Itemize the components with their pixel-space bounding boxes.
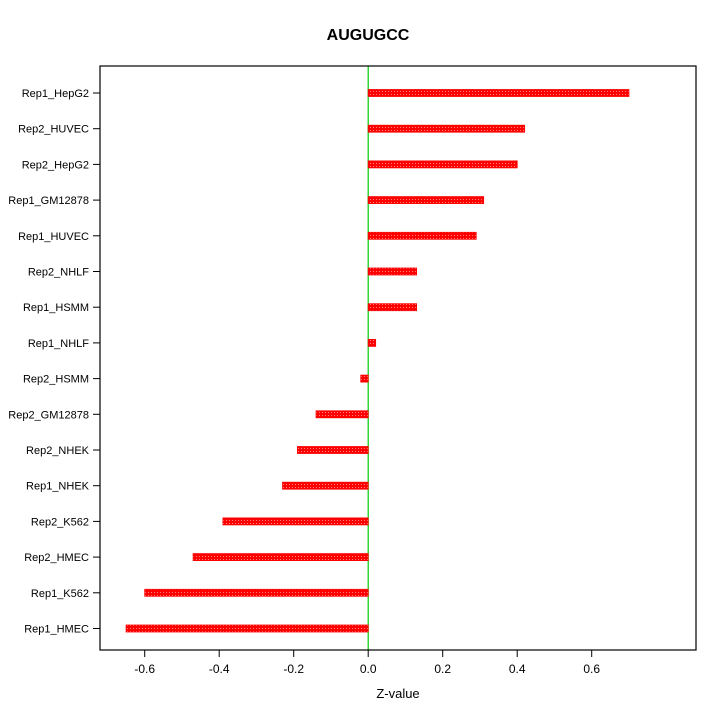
- chart-bar: [367, 124, 526, 133]
- chart-bar: [367, 267, 418, 276]
- y-tick-label: Rep2_NHLF: [28, 267, 89, 279]
- chart-bar: [367, 196, 485, 205]
- y-tick-label: Rep1_GM12878: [8, 195, 89, 207]
- y-tick-label: Rep1_HSMM: [23, 302, 89, 314]
- y-tick-label: Rep2_NHEK: [26, 445, 90, 457]
- x-tick-label: 0.6: [583, 662, 600, 676]
- x-tick-label: 0.2: [434, 662, 451, 676]
- chart-bar: [360, 374, 369, 383]
- chart-bar: [222, 517, 369, 526]
- chart-bar: [367, 338, 377, 347]
- x-tick-label: -0.6: [134, 662, 155, 676]
- plot-area: Rep1_HepG2 Rep2_HUVEC Rep2_HepG2 Rep1_GM128…: [8, 65, 697, 676]
- y-tick-label: Rep1_HMEC: [24, 624, 89, 636]
- chart-bar: [125, 624, 369, 633]
- y-tick-label: Rep1_HepG2: [22, 88, 89, 100]
- y-tick-label: Rep1_NHLF: [28, 338, 89, 350]
- chart-bar: [282, 481, 369, 490]
- x-tick-label: 0.4: [509, 662, 526, 676]
- y-tick-label: Rep2_GM12878: [8, 409, 89, 421]
- y-tick-label: Rep2_K562: [31, 516, 89, 528]
- chart-bar: [367, 303, 418, 312]
- y-tick-label: Rep2_HMEC: [24, 552, 89, 564]
- x-tick-label: -0.4: [209, 662, 230, 676]
- x-axis-label: Z-value: [376, 686, 419, 701]
- chart-bar: [315, 410, 369, 419]
- chart-bar: [367, 231, 477, 240]
- chart-bar: [192, 553, 369, 561]
- y-tick-label: Rep1_NHEK: [26, 481, 90, 493]
- y-tick-label: Rep2_HSMM: [23, 374, 89, 386]
- y-tick-label: Rep1_K562: [31, 588, 89, 600]
- y-tick-label: Rep2_HepG2: [22, 159, 89, 171]
- plot-box: [99, 65, 697, 651]
- chart-bar: [144, 588, 369, 597]
- y-tick-label: Rep2_HUVEC: [18, 124, 89, 136]
- x-tick-label: -0.2: [283, 662, 304, 676]
- x-tick-label: 0.0: [360, 662, 377, 676]
- chart-bar: [297, 446, 369, 454]
- chart-title: AUGUGCC: [327, 27, 410, 44]
- y-tick-label: Rep1_HUVEC: [18, 231, 89, 243]
- chart-bar: [367, 160, 518, 169]
- chart-bar: [367, 89, 630, 97]
